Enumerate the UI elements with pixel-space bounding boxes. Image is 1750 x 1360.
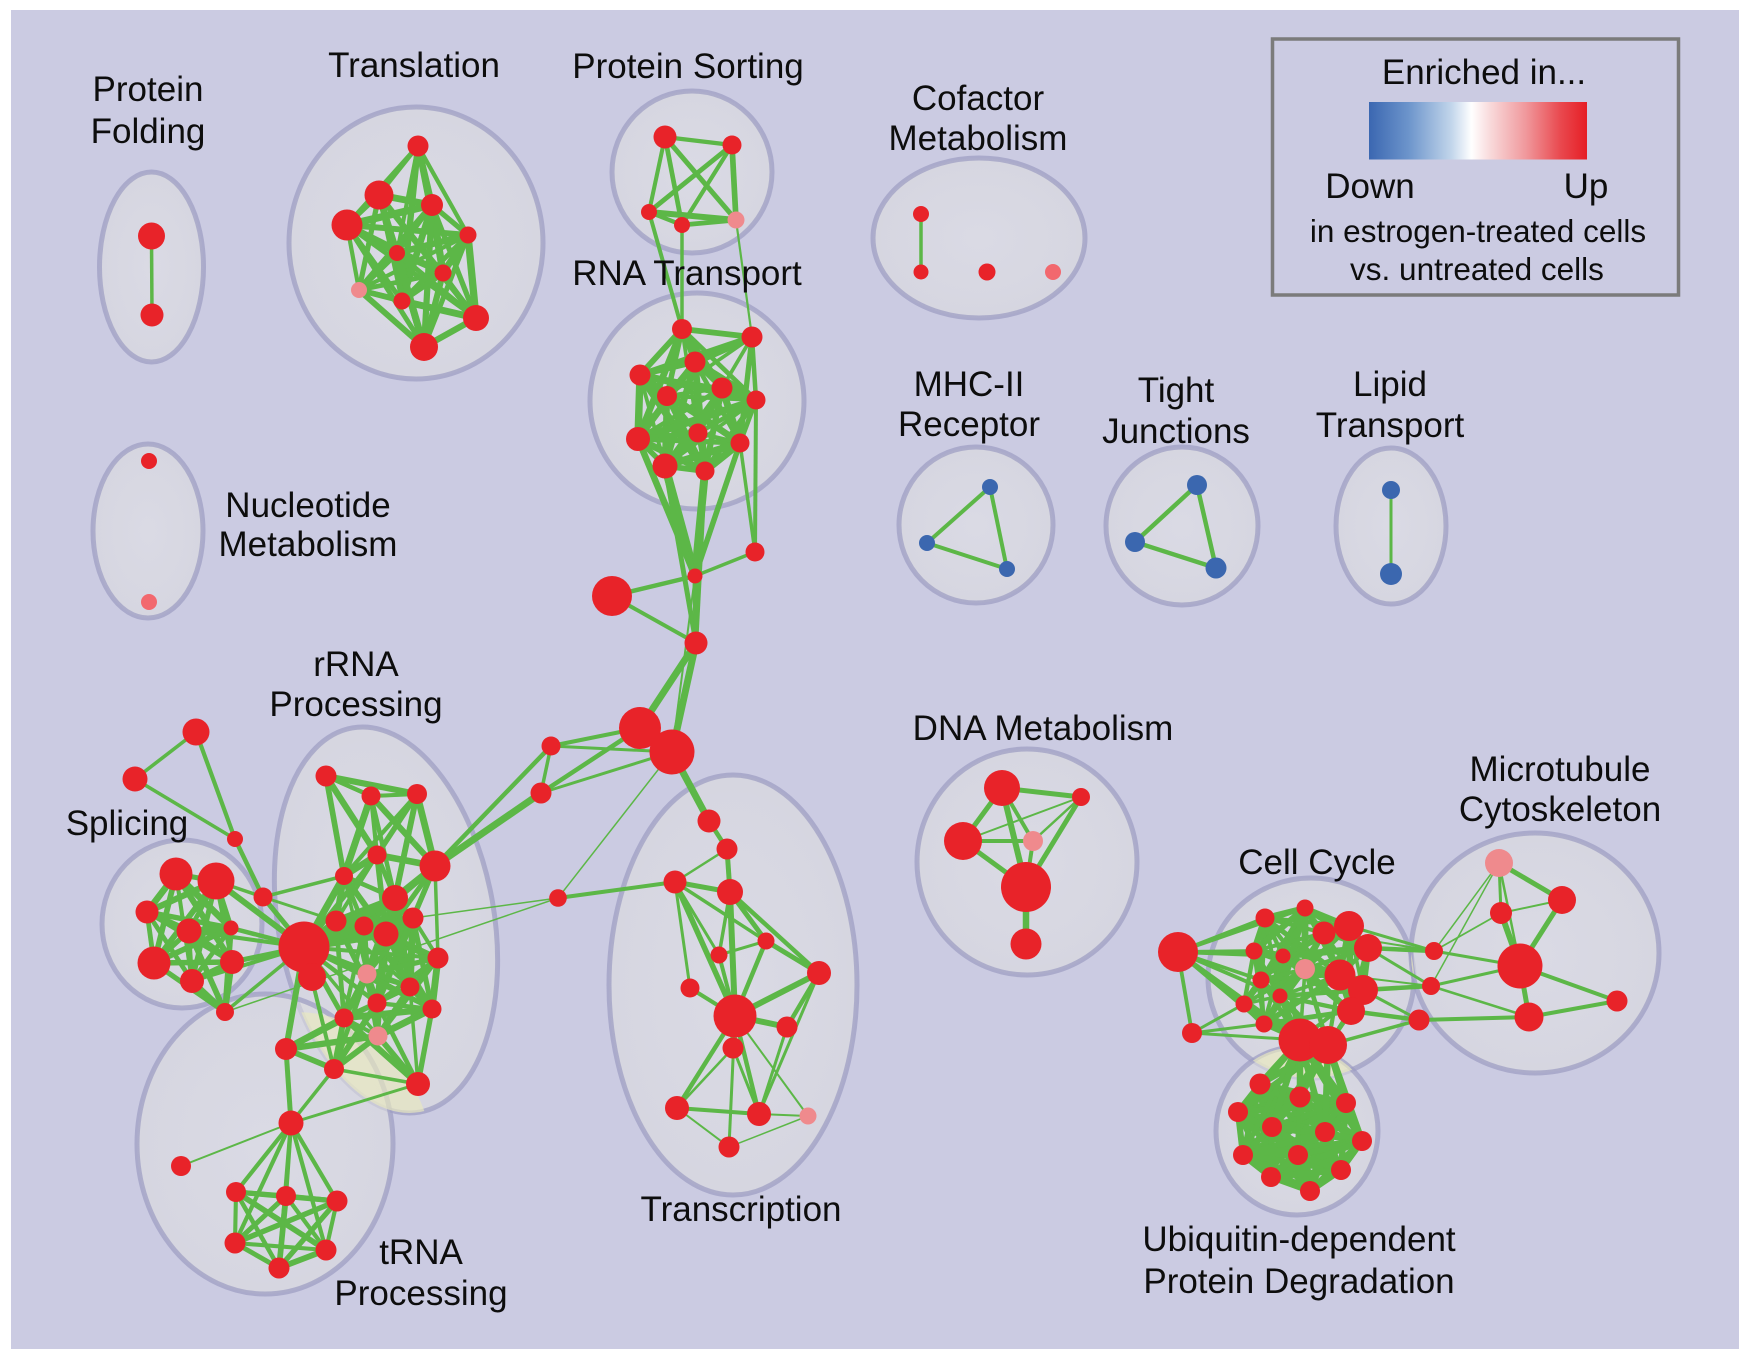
svg-text:Protein Sorting: Protein Sorting: [572, 47, 804, 86]
svg-text:tRNA: tRNA: [379, 1233, 463, 1272]
svg-text:in estrogen-treated cells: in estrogen-treated cells: [1310, 213, 1646, 249]
svg-text:rRNA: rRNA: [313, 645, 399, 684]
svg-text:Metabolism: Metabolism: [219, 525, 398, 564]
svg-text:Up: Up: [1564, 167, 1609, 206]
svg-text:Folding: Folding: [91, 112, 206, 151]
svg-text:Cell Cycle: Cell Cycle: [1238, 843, 1396, 882]
svg-text:Cytoskeleton: Cytoskeleton: [1459, 790, 1661, 829]
svg-text:Nucleotide: Nucleotide: [225, 486, 390, 525]
svg-text:RNA Transport: RNA Transport: [572, 254, 802, 293]
svg-text:Processing: Processing: [269, 685, 442, 724]
svg-text:Down: Down: [1325, 167, 1414, 206]
svg-text:Transport: Transport: [1316, 406, 1465, 445]
svg-text:MHC-II: MHC-II: [914, 365, 1025, 404]
svg-text:Splicing: Splicing: [66, 804, 189, 843]
svg-text:Ubiquitin-dependent: Ubiquitin-dependent: [1142, 1220, 1456, 1259]
svg-text:Junctions: Junctions: [1102, 412, 1250, 451]
svg-text:Microtubule: Microtubule: [1470, 750, 1651, 789]
svg-text:Protein: Protein: [93, 70, 204, 109]
svg-text:Lipid: Lipid: [1353, 365, 1427, 404]
svg-text:Protein Degradation: Protein Degradation: [1143, 1262, 1454, 1301]
svg-text:Receptor: Receptor: [898, 405, 1040, 444]
svg-text:Processing: Processing: [334, 1274, 507, 1313]
svg-text:Cofactor: Cofactor: [912, 79, 1045, 118]
svg-text:Enriched in...: Enriched in...: [1382, 53, 1586, 92]
svg-text:Transcription: Transcription: [641, 1190, 842, 1229]
svg-text:Metabolism: Metabolism: [889, 119, 1068, 158]
svg-text:Tight: Tight: [1138, 371, 1215, 410]
svg-text:Translation: Translation: [328, 46, 500, 85]
svg-text:vs. untreated cells: vs. untreated cells: [1350, 251, 1604, 287]
svg-text:DNA Metabolism: DNA Metabolism: [913, 709, 1174, 748]
